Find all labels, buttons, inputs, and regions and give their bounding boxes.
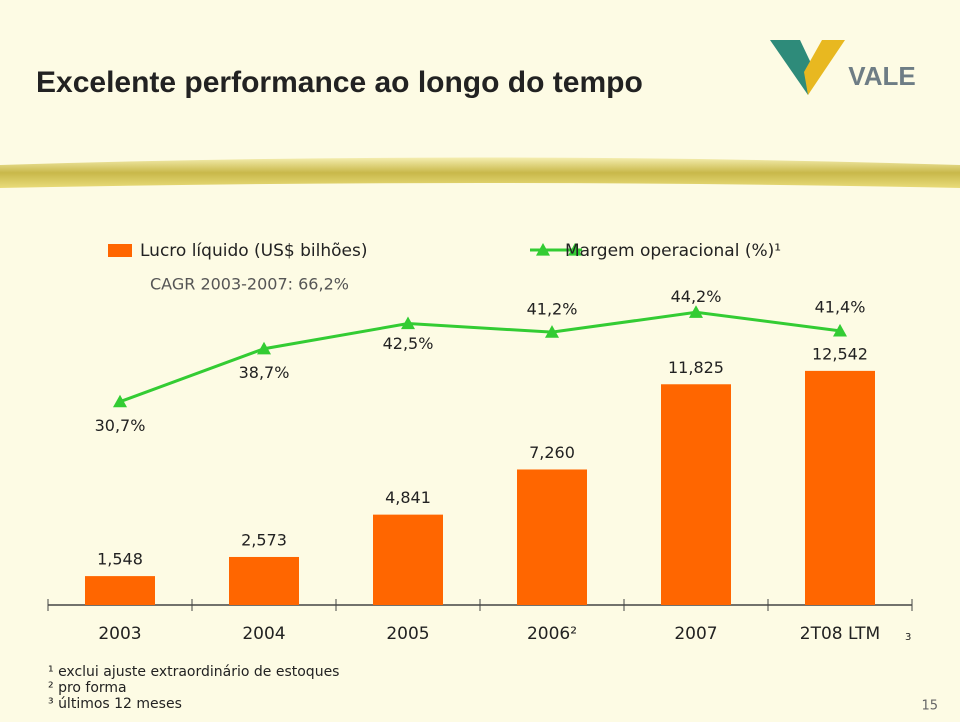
value-label: 41,4% — [815, 297, 866, 316]
bar — [805, 370, 875, 605]
line-marker — [545, 325, 559, 338]
logo-text: VALE — [848, 61, 915, 91]
line-marker — [689, 305, 703, 318]
logo-mark — [804, 40, 845, 95]
header-band — [0, 157, 960, 188]
bar — [661, 384, 731, 605]
value-label: 44,2% — [671, 287, 722, 306]
bar — [517, 469, 587, 605]
x-tick-label: 2T08 LTM — [800, 624, 880, 644]
line-marker — [833, 323, 847, 337]
legend-swatch — [108, 244, 132, 257]
legend-swatch — [536, 243, 550, 256]
bar — [373, 514, 443, 605]
value-label: 1,548 — [97, 550, 143, 569]
value-label: 12,542 — [812, 344, 868, 363]
value-label: 2,573 — [241, 530, 287, 549]
footnote: ¹ exclui ajuste extraordinário de estoqu… — [48, 664, 339, 680]
value-label: 38,7% — [239, 363, 290, 382]
line-marker — [257, 341, 271, 355]
footnote: ³ últimos 12 meses — [48, 696, 182, 712]
value-label: 11,825 — [668, 358, 724, 377]
value-label: 41,2% — [527, 300, 578, 319]
legend-label: Lucro líquido (US$ bilhões) — [140, 241, 368, 261]
line-marker — [113, 394, 127, 408]
x-tick-label: 2004 — [242, 624, 285, 644]
x-tick-label: 2007 — [674, 624, 717, 644]
line-marker — [401, 316, 415, 330]
logo: VALE — [770, 40, 916, 95]
subtitle: CAGR 2003-2007: 66,2% — [150, 275, 349, 294]
slide-title: Excelente performance ao longo do tempo — [36, 66, 643, 99]
bar — [85, 576, 155, 605]
value-label: 42,5% — [383, 334, 434, 353]
x-tick-label: 2005 — [386, 624, 429, 644]
line — [119, 310, 841, 404]
x-tick-label: 2003 — [98, 624, 141, 644]
legend-swatch — [568, 243, 582, 256]
bar — [229, 556, 299, 605]
value-label: 30,7% — [95, 416, 146, 435]
category-note: 3 — [905, 632, 911, 643]
x-tick-label: 2006² — [527, 624, 577, 644]
page-number: 15 — [921, 699, 938, 714]
footnote: ² pro forma — [48, 680, 127, 696]
legend-label: Margem operacional (%)¹ — [565, 241, 781, 261]
value-label: 4,841 — [385, 488, 431, 507]
value-label: 7,260 — [529, 443, 575, 462]
